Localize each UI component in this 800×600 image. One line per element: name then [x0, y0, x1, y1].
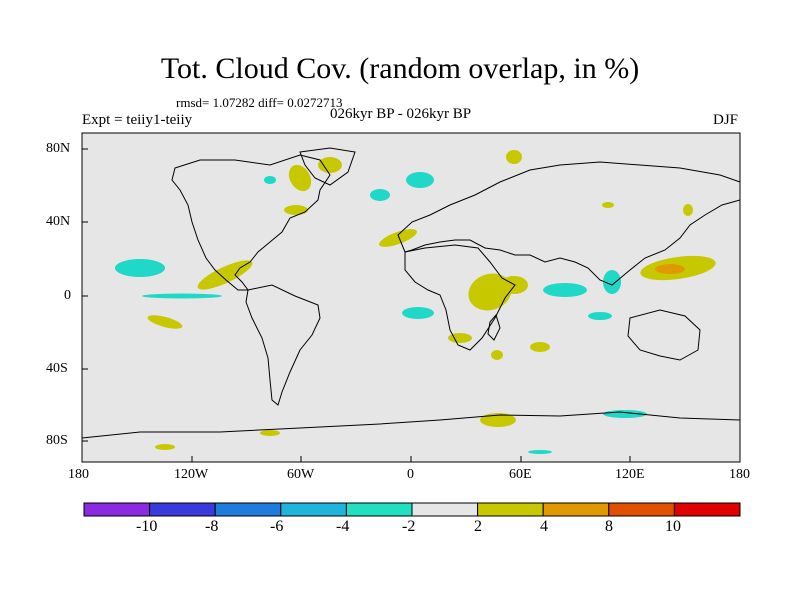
stats-label: rmsd= 1.07282 diff= 0.0272713: [176, 95, 343, 110]
plot-title: Tot. Cloud Cov. (random overlap, in %): [160, 52, 640, 85]
colorbar-label: -10: [136, 518, 158, 535]
anomaly-positive: [602, 202, 614, 208]
lat-tick-label: 40N: [46, 214, 71, 229]
anomaly-positive: [506, 150, 522, 164]
anomaly-negative: [528, 450, 552, 454]
australia: [627, 309, 701, 361]
colorbar-label: 4: [540, 518, 548, 535]
anomaly-negative: [370, 189, 390, 201]
lon-tick-label: 120E: [615, 467, 645, 482]
anomaly-strong-positive: [655, 264, 685, 274]
colorbar-swatch: [345, 502, 413, 517]
anomaly-negative: [588, 312, 612, 320]
anomaly-positive: [318, 157, 342, 173]
south-america: [245, 284, 321, 406]
anomaly-negative: [603, 270, 621, 294]
anomaly-positive: [284, 205, 308, 215]
anomaly-positive: [448, 333, 472, 343]
anomaly-negative: [402, 307, 434, 319]
lon-tick-label: 180: [729, 467, 750, 482]
lon-tick-label: 120W: [174, 467, 209, 482]
colorbar-label: -4: [336, 518, 350, 535]
colorbar-label: -2: [402, 518, 416, 535]
coastlines: [81, 147, 741, 439]
colorbar-swatch: [477, 502, 544, 517]
anomaly-negative: [543, 283, 587, 297]
anomaly-positive: [683, 204, 693, 216]
lat-tick-label: 80S: [46, 433, 68, 448]
greenland: [299, 147, 356, 186]
experiment-label: Expt = teiiy1-teiiy: [82, 112, 193, 128]
africa: [404, 244, 516, 351]
colorbar-label: -6: [270, 518, 284, 535]
anomaly-positive: [147, 315, 183, 329]
colorbar-label: 2: [474, 518, 482, 535]
anomaly-positive: [379, 229, 417, 247]
anomaly-positive: [480, 413, 516, 427]
colorbar-swatch: [608, 502, 675, 517]
anomaly-positive: [197, 260, 253, 290]
colorbar-swatch: [83, 502, 151, 517]
anomaly-positive: [155, 444, 175, 450]
lat-tick-label: 40S: [46, 361, 68, 376]
lon-tick-label: 0: [407, 467, 414, 482]
colorbar-swatch: [149, 502, 216, 517]
north-america: [171, 154, 331, 291]
lon-tick-label: 60W: [287, 467, 315, 482]
anomaly-negative: [115, 259, 165, 277]
anomaly-negative: [406, 172, 434, 188]
anomaly-positive: [288, 164, 312, 192]
season-label: DJF: [712, 112, 738, 128]
colorbar-swatch: [214, 502, 282, 517]
anomaly-positive: [260, 430, 280, 436]
anomaly-negative: [264, 176, 276, 184]
lat-tick-label: 80N: [46, 141, 71, 156]
colorbar-label: -8: [205, 518, 219, 535]
anomaly-patches: [115, 150, 716, 454]
anomaly-positive: [530, 342, 550, 352]
colorbar-label: 8: [605, 518, 613, 535]
lat-tick-label: 0: [64, 288, 71, 303]
colorbar: [83, 502, 741, 517]
colorbar-swatch: [411, 502, 479, 517]
antarctica: [81, 411, 741, 439]
anomaly-positive: [491, 350, 503, 360]
madagascar: [487, 313, 501, 341]
period-label: 026kyr BP - 026kyr BP: [330, 106, 472, 122]
axis-ticks: [81, 148, 741, 462]
colorbar-swatch: [673, 502, 741, 517]
anomaly-negative: [142, 293, 222, 299]
colorbar-swatch: [280, 502, 347, 517]
colorbar-label: 10: [665, 518, 681, 535]
lon-tick-label: 180: [68, 467, 89, 482]
lon-tick-label: 60E: [509, 467, 532, 482]
colorbar-swatch: [542, 502, 610, 517]
eurasia: [397, 161, 741, 286]
